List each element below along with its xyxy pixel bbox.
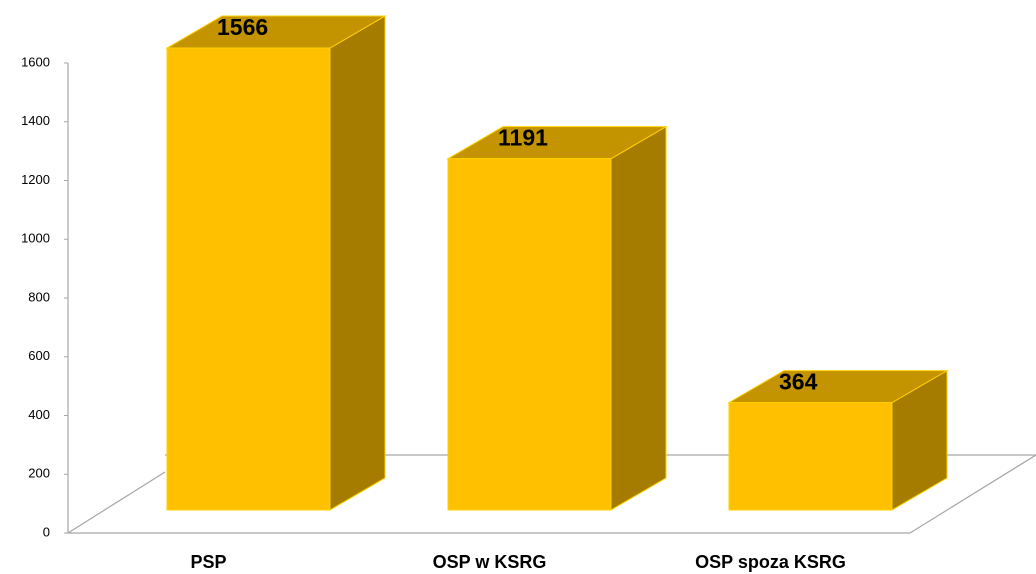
data-label: 1191 bbox=[498, 125, 548, 151]
y-tick-label: 800 bbox=[28, 289, 50, 304]
data-label: 364 bbox=[779, 369, 818, 395]
y-tick-label: 1400 bbox=[21, 113, 50, 128]
bar bbox=[728, 402, 893, 511]
data-label: 1566 bbox=[217, 14, 268, 40]
y-tick-label: 1000 bbox=[21, 231, 50, 246]
y-tick-label: 1200 bbox=[21, 172, 50, 187]
y-tick-label: 1600 bbox=[21, 54, 50, 69]
bar-side bbox=[329, 15, 386, 511]
y-tick-label: 600 bbox=[28, 348, 50, 363]
floor-edge bbox=[67, 471, 166, 534]
y-tick-label: 200 bbox=[28, 466, 50, 481]
y-tick-label: 400 bbox=[28, 407, 50, 422]
x-tick-label: OSP spoza KSRG bbox=[695, 552, 846, 572]
y-tick-label: 0 bbox=[43, 524, 50, 539]
bar bbox=[166, 47, 331, 511]
bar-side bbox=[610, 125, 667, 511]
floor-edge bbox=[909, 454, 1036, 534]
x-tick-label: PSP bbox=[190, 552, 226, 572]
bar bbox=[447, 158, 612, 511]
x-tick-label: OSP w KSRG bbox=[433, 552, 547, 572]
